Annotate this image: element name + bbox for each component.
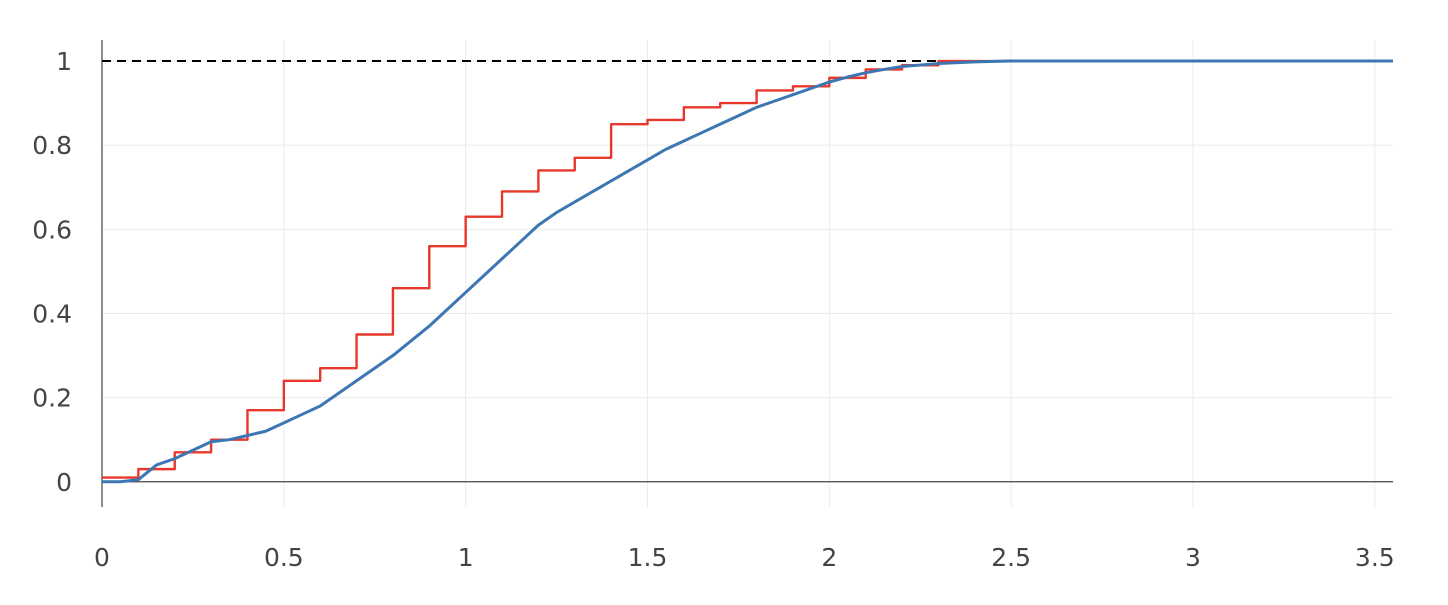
y-tick-label: 0.6	[32, 215, 72, 244]
y-tick-label: 0.4	[32, 299, 72, 328]
y-tick-label: 0	[56, 468, 72, 497]
x-tick-label: 2	[821, 543, 837, 572]
x-tick-label: 2.5	[991, 543, 1031, 572]
y-tick-label: 0.8	[32, 131, 72, 160]
x-tick-labels: 0 0.5 1 1.5 2 2.5 3 3.5	[94, 543, 1395, 572]
theoretical-curve-series-line	[102, 59, 1393, 484]
series-layer	[102, 59, 1393, 484]
x-tick-label: 3	[1185, 543, 1201, 572]
x-tick-label: 0.5	[264, 543, 304, 572]
y-tick-labels: 0 0.2 0.4 0.6 0.8 1	[32, 47, 72, 497]
x-tick-label: 1.5	[628, 543, 668, 572]
y-tick-label: 0.2	[32, 384, 72, 413]
axes	[101, 40, 1393, 507]
y-tick-label: 1	[56, 47, 72, 76]
x-tick-label: 1	[458, 543, 474, 572]
x-tick-label: 3.5	[1355, 543, 1395, 572]
empirical-step-series-line	[102, 59, 1393, 479]
x-tick-label: 0	[94, 543, 110, 572]
